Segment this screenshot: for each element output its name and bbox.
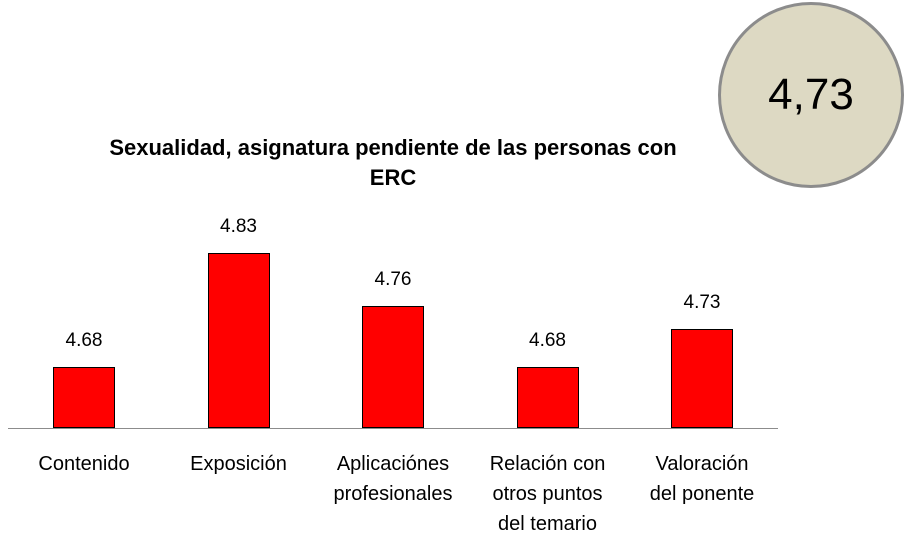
data-label: 4.73 <box>683 292 721 314</box>
x-tick-label: Aplicaciónes profesionales <box>333 453 453 505</box>
data-label: 4.76 <box>374 269 412 291</box>
data-label: 4.83 <box>220 216 257 238</box>
bar <box>671 329 733 428</box>
bar <box>516 367 579 428</box>
x-tick-label: Exposición <box>190 453 287 475</box>
summary-badge: 4,73 <box>718 2 904 188</box>
x-tick-label: Valoración del ponente <box>649 453 755 505</box>
x-tick-label: Contenido <box>38 453 130 475</box>
bar <box>53 367 115 428</box>
bar <box>362 306 424 428</box>
x-axis <box>8 428 778 429</box>
chart-title: Sexualidad, asignatura pendiente de las … <box>109 135 677 190</box>
bar <box>207 253 270 428</box>
data-label: 4.68 <box>529 330 566 352</box>
data-label: 4.68 <box>65 330 103 352</box>
x-tick-label: Relación con otros puntos del temario <box>489 453 606 535</box>
